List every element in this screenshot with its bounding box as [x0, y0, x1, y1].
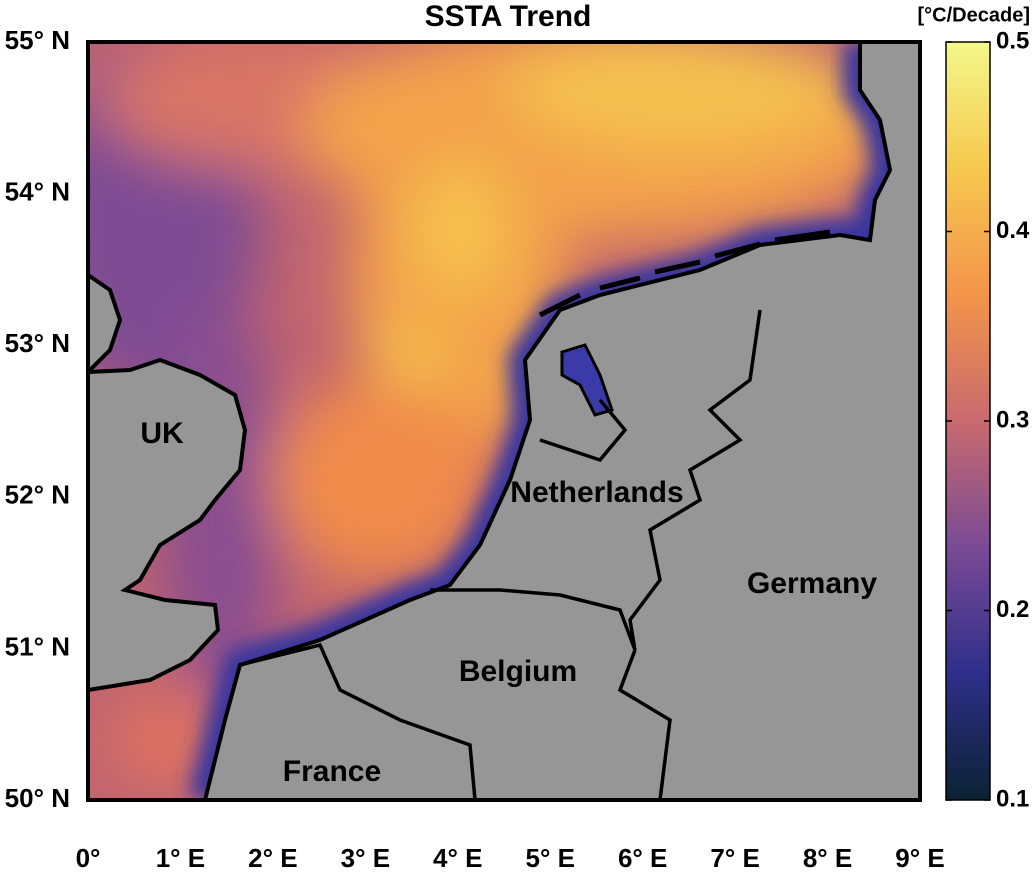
- lon-tick-label: 7° E: [710, 843, 759, 873]
- lon-tick-label: 6° E: [618, 843, 667, 873]
- lat-tick-label: 55° N: [5, 25, 70, 55]
- lat-tick-label: 51° N: [5, 631, 70, 661]
- map-title: SSTA Trend: [425, 0, 592, 33]
- wadden-islands: [538, 229, 831, 318]
- lon-tick-label: 5° E: [526, 843, 575, 873]
- colorbar-tick-label: 0.3: [996, 406, 1029, 433]
- land-uk: [88, 272, 248, 693]
- colorbar: [945, 41, 991, 801]
- region-label: Germany: [747, 567, 877, 600]
- colorbar-tick-label: 0.5: [996, 27, 1029, 54]
- colorbar-tick-label: 0.2: [996, 596, 1029, 623]
- region-label: Belgium: [459, 655, 577, 688]
- lon-tick-label: 9° E: [895, 843, 944, 873]
- borders: [239, 309, 762, 800]
- region-labels: UK Netherlands Germany Belgium France: [140, 417, 877, 788]
- lon-tick-label: 3° E: [341, 843, 390, 873]
- lon-tick-label: 4° E: [433, 843, 482, 873]
- map-frame: [86, 40, 922, 802]
- region-label: Netherlands: [510, 476, 683, 509]
- lat-tick-label: 53° N: [5, 328, 70, 358]
- region-label: UK: [140, 417, 184, 450]
- land-continent: [202, 42, 920, 800]
- colorbar-tick-label: 0.1: [996, 785, 1029, 812]
- map-area: [88, 42, 920, 800]
- lat-tick-label: 50° N: [5, 783, 70, 813]
- lat-tick-label: 54° N: [5, 176, 70, 206]
- lon-tick-label: 1° E: [156, 843, 205, 873]
- region-label: France: [283, 755, 381, 788]
- ijsselmeer: [560, 343, 614, 417]
- lon-tick-label: 8° E: [803, 843, 852, 873]
- colorbar-label: [°C/Decade]: [918, 4, 1030, 26]
- lon-tick-label: 2° E: [248, 843, 297, 873]
- lat-tick-label: 52° N: [5, 480, 70, 510]
- colorbar-tick-label: 0.4: [996, 217, 1030, 244]
- lon-tick-label: 0°: [76, 843, 101, 873]
